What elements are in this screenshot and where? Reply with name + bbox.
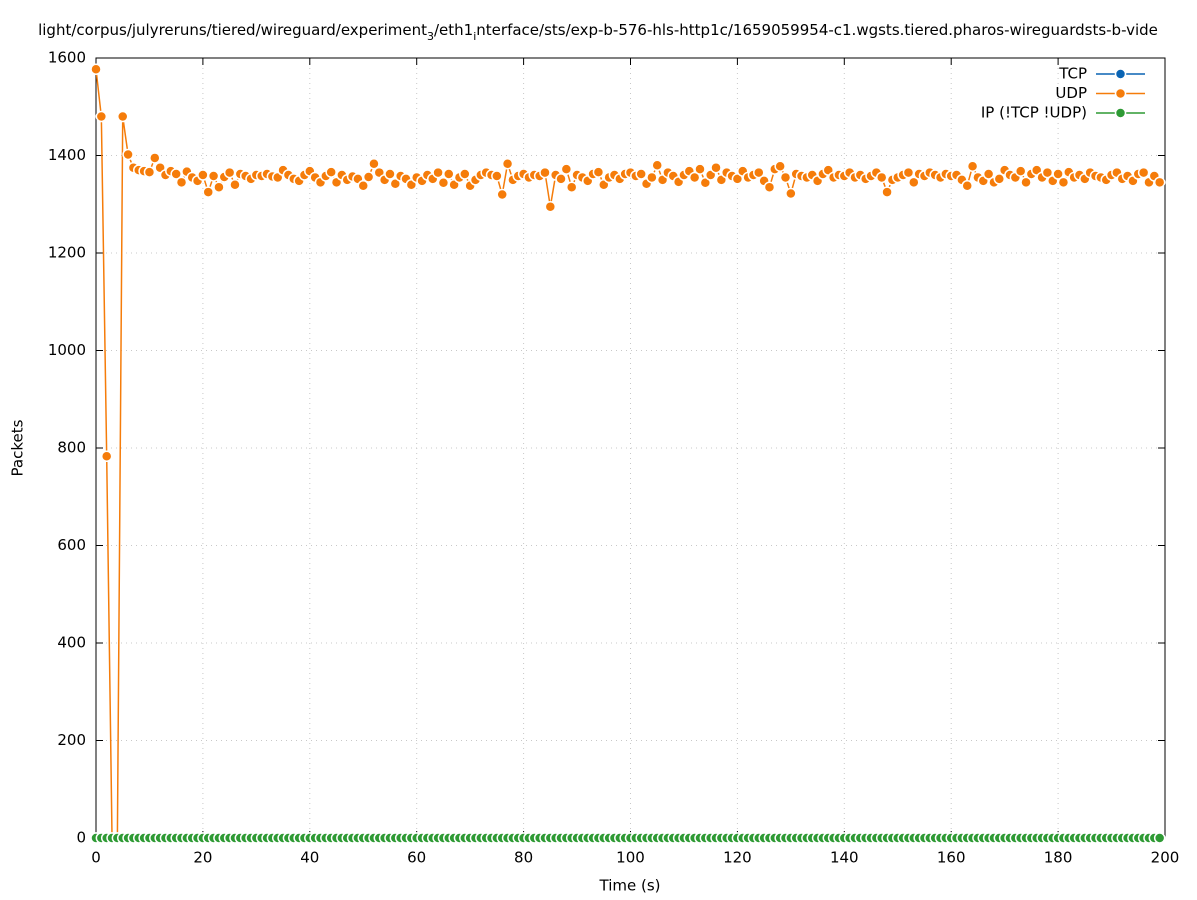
- data-point: [1153, 832, 1166, 844]
- data-point: [635, 168, 647, 180]
- title-part: i: [473, 30, 476, 43]
- data-point: [560, 163, 573, 175]
- data-point: [122, 148, 134, 161]
- data-point: [389, 178, 402, 190]
- data-point: [902, 166, 915, 179]
- data-point: [90, 63, 102, 75]
- legend-label: UDP: [1055, 84, 1087, 102]
- y-axis-label: Packets: [9, 419, 27, 476]
- y-tick-label: 400: [57, 634, 86, 652]
- title-part: /eth1: [434, 21, 473, 39]
- data-point: [1137, 166, 1150, 179]
- data-point: [875, 171, 888, 184]
- data-point: [149, 152, 161, 164]
- data-point: [384, 168, 396, 180]
- data-point: [223, 166, 236, 179]
- data-point: [202, 186, 214, 198]
- y-tick-label: 1600: [48, 49, 86, 67]
- data-point: [710, 161, 722, 174]
- x-tick-label: 0: [91, 849, 101, 867]
- y-tick-label: 1200: [48, 244, 86, 262]
- data-point: [1020, 176, 1032, 189]
- data-point: [881, 186, 893, 198]
- data-point: [688, 171, 701, 184]
- data-point: [774, 160, 786, 172]
- data-point: [100, 450, 113, 463]
- data-point: [699, 177, 712, 189]
- data-point: [651, 159, 663, 171]
- y-tick-label: 0: [76, 829, 86, 847]
- data-point: [646, 171, 658, 184]
- data-point: [694, 163, 706, 175]
- data-point: [501, 158, 514, 170]
- title-part: light/corpus/julyreruns/tiered/wireguard…: [38, 21, 427, 39]
- data-point: [1052, 168, 1064, 180]
- data-point: [1153, 176, 1166, 189]
- data-point: [95, 110, 108, 123]
- data-point: [368, 158, 380, 170]
- data-point: [362, 171, 375, 183]
- x-tick-label: 100: [616, 849, 645, 867]
- data-point: [491, 170, 503, 182]
- y-tick-label: 600: [57, 536, 86, 554]
- data-point: [961, 179, 973, 192]
- data-point: [175, 176, 188, 189]
- data-point: [982, 168, 995, 180]
- title-part: 3: [427, 30, 434, 43]
- x-tick-label: 140: [830, 849, 859, 867]
- data-point: [325, 166, 337, 178]
- data-point: [763, 181, 776, 193]
- x-tick-label: 40: [300, 849, 319, 867]
- data-point: [432, 166, 444, 179]
- data-point: [1014, 165, 1027, 177]
- x-tick-label: 80: [514, 849, 533, 867]
- data-point: [544, 200, 557, 213]
- data-point: [592, 166, 605, 178]
- data-point: [565, 181, 578, 193]
- data-point: [785, 187, 797, 200]
- x-axis-label: Time (s): [599, 877, 661, 895]
- x-tick-label: 20: [193, 849, 212, 867]
- legend-marker: [1114, 68, 1127, 80]
- data-point: [779, 171, 792, 184]
- y-tick-label: 1000: [48, 341, 86, 359]
- data-point: [555, 173, 567, 185]
- data-point: [966, 160, 979, 172]
- data-point: [496, 188, 508, 201]
- legend-label: TCP: [1058, 65, 1087, 83]
- data-point: [753, 166, 765, 179]
- x-tick-label: 60: [407, 849, 426, 867]
- title-part: nterface/sts/exp-b-576-hls-http1c/165905…: [476, 21, 1158, 39]
- chart-title: light/corpus/julyreruns/tiered/wireguard…: [38, 21, 1158, 43]
- x-tick-label: 180: [1044, 849, 1073, 867]
- y-tick-label: 800: [57, 439, 86, 457]
- data-point: [437, 177, 450, 189]
- legend-marker: [1114, 87, 1127, 100]
- legend-marker: [1114, 107, 1127, 119]
- x-tick-label: 160: [937, 849, 966, 867]
- data-point: [1057, 176, 1070, 189]
- data-point: [539, 166, 551, 179]
- data-point: [170, 168, 182, 180]
- data-point: [229, 179, 241, 191]
- data-point: [116, 110, 129, 123]
- data-point: [1041, 166, 1054, 179]
- data-point: [207, 170, 220, 182]
- data-point: [443, 168, 455, 180]
- data-point: [908, 176, 920, 189]
- data-point: [459, 168, 471, 180]
- x-tick-label: 120: [723, 849, 752, 867]
- data-point: [731, 173, 744, 185]
- y-tick-label: 200: [57, 731, 86, 749]
- data-point: [993, 173, 1006, 185]
- y-tick-label: 1400: [48, 146, 86, 164]
- data-point: [357, 179, 369, 192]
- x-tick-label: 200: [1151, 849, 1180, 867]
- data-point: [143, 166, 156, 178]
- legend-label: IP (!TCP !UDP): [981, 104, 1087, 122]
- data-point: [197, 169, 209, 181]
- data-point: [213, 181, 225, 193]
